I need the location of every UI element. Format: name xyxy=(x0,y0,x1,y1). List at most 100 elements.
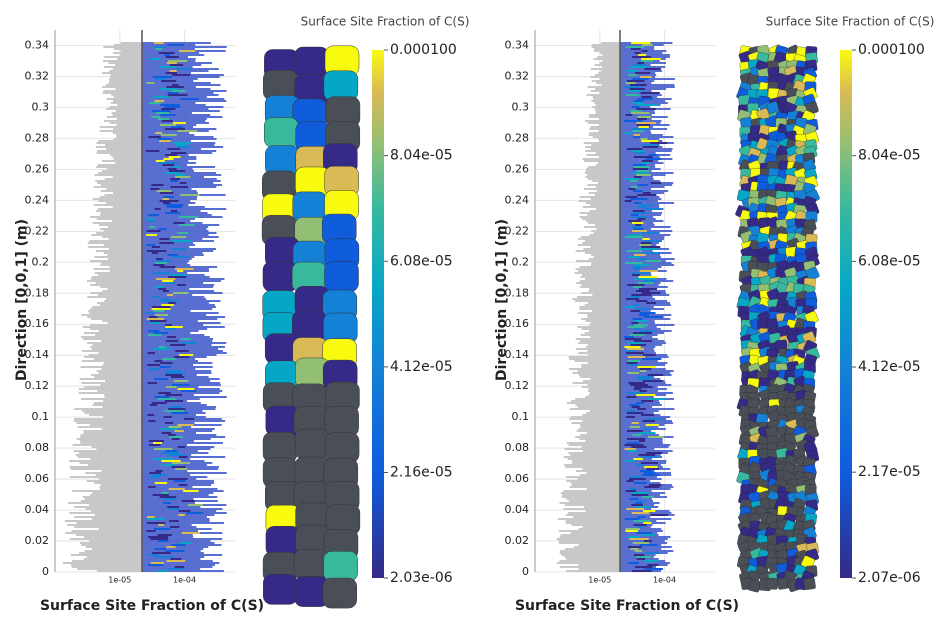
density-core xyxy=(639,312,656,314)
density-core xyxy=(175,174,186,176)
gray-histogram xyxy=(77,426,142,428)
gray-histogram xyxy=(591,262,620,264)
gray-histogram xyxy=(113,52,142,54)
gray-histogram xyxy=(75,454,142,456)
density-core xyxy=(177,146,191,148)
density-band xyxy=(620,96,658,98)
gray-histogram xyxy=(116,124,142,126)
gray-histogram xyxy=(74,418,142,420)
gray-histogram xyxy=(88,246,142,248)
density-core xyxy=(640,470,653,472)
density-band xyxy=(620,422,674,424)
gray-histogram xyxy=(579,308,620,310)
density-core xyxy=(157,138,172,140)
gray-histogram xyxy=(77,456,142,458)
density-core xyxy=(154,42,164,44)
density-band xyxy=(620,448,655,450)
gray-histogram xyxy=(582,380,620,382)
density-core xyxy=(154,78,167,80)
gray-histogram xyxy=(88,414,142,416)
density-core xyxy=(171,466,186,468)
gray-histogram xyxy=(92,404,142,406)
gray-histogram xyxy=(586,94,620,96)
density-core xyxy=(634,328,641,330)
density-band xyxy=(620,450,673,452)
density-band xyxy=(142,404,207,406)
density-core xyxy=(650,514,669,516)
density-band xyxy=(620,452,668,454)
density-band xyxy=(142,228,207,230)
density-core xyxy=(152,272,170,274)
density-core xyxy=(168,436,184,438)
density-band xyxy=(142,514,215,516)
density-core xyxy=(626,70,639,72)
gray-histogram xyxy=(565,520,620,522)
gray-histogram xyxy=(76,422,142,424)
gray-histogram xyxy=(578,568,620,570)
gray-histogram xyxy=(108,82,142,84)
density-core xyxy=(173,380,189,382)
density-core xyxy=(627,438,646,440)
density-band xyxy=(620,74,657,76)
density-core xyxy=(167,44,184,46)
gray-histogram xyxy=(589,330,620,332)
density-core xyxy=(178,514,185,516)
density-band xyxy=(142,454,192,456)
gray-histogram xyxy=(564,448,620,450)
gray-histogram xyxy=(588,302,620,304)
gray-histogram xyxy=(576,470,620,472)
density-core xyxy=(640,462,658,464)
density-core xyxy=(177,424,194,426)
density-core xyxy=(177,284,186,286)
gray-histogram xyxy=(100,286,142,288)
gray-histogram xyxy=(74,516,142,518)
density-core xyxy=(171,544,187,546)
density-core xyxy=(159,140,171,142)
density-band xyxy=(620,336,653,338)
density-band xyxy=(142,570,224,572)
density-core xyxy=(157,398,177,400)
gray-histogram xyxy=(90,292,142,294)
density-band xyxy=(620,522,666,524)
gray-histogram xyxy=(73,450,142,452)
gray-histogram xyxy=(120,42,142,44)
gray-histogram xyxy=(585,320,620,322)
density-band xyxy=(142,226,209,228)
density-band xyxy=(142,392,220,394)
density-core xyxy=(150,562,164,564)
gray-histogram xyxy=(570,454,620,456)
gray-histogram xyxy=(98,372,142,374)
density-band xyxy=(620,392,673,394)
density-core xyxy=(629,334,645,336)
density-core xyxy=(643,472,656,474)
density-core xyxy=(163,416,172,418)
colorbar-tick-label: 0.000100 xyxy=(858,42,925,58)
density-band xyxy=(142,320,198,322)
density-core xyxy=(633,202,642,204)
gray-histogram xyxy=(584,278,620,280)
density-core xyxy=(643,560,659,562)
density-band xyxy=(142,496,218,498)
density-core xyxy=(161,108,176,110)
density-core xyxy=(160,104,180,106)
gray-histogram xyxy=(84,498,142,500)
density-core xyxy=(643,522,652,524)
density-band xyxy=(142,110,220,112)
gray-histogram xyxy=(577,296,620,298)
gray-histogram xyxy=(571,422,620,424)
gray-histogram xyxy=(102,290,142,292)
density-core xyxy=(642,420,656,422)
gray-histogram xyxy=(588,222,620,224)
y-tick-label: 0.12 xyxy=(505,379,530,392)
density-core xyxy=(630,272,650,274)
gray-histogram xyxy=(564,464,620,466)
density-core xyxy=(637,366,657,368)
gray-histogram xyxy=(97,302,142,304)
gray-histogram xyxy=(90,260,142,262)
density-core xyxy=(635,224,642,226)
density-band xyxy=(620,562,670,564)
density-band xyxy=(142,126,194,128)
gray-histogram xyxy=(578,270,620,272)
density-core xyxy=(641,58,661,60)
gray-histogram xyxy=(106,98,142,100)
